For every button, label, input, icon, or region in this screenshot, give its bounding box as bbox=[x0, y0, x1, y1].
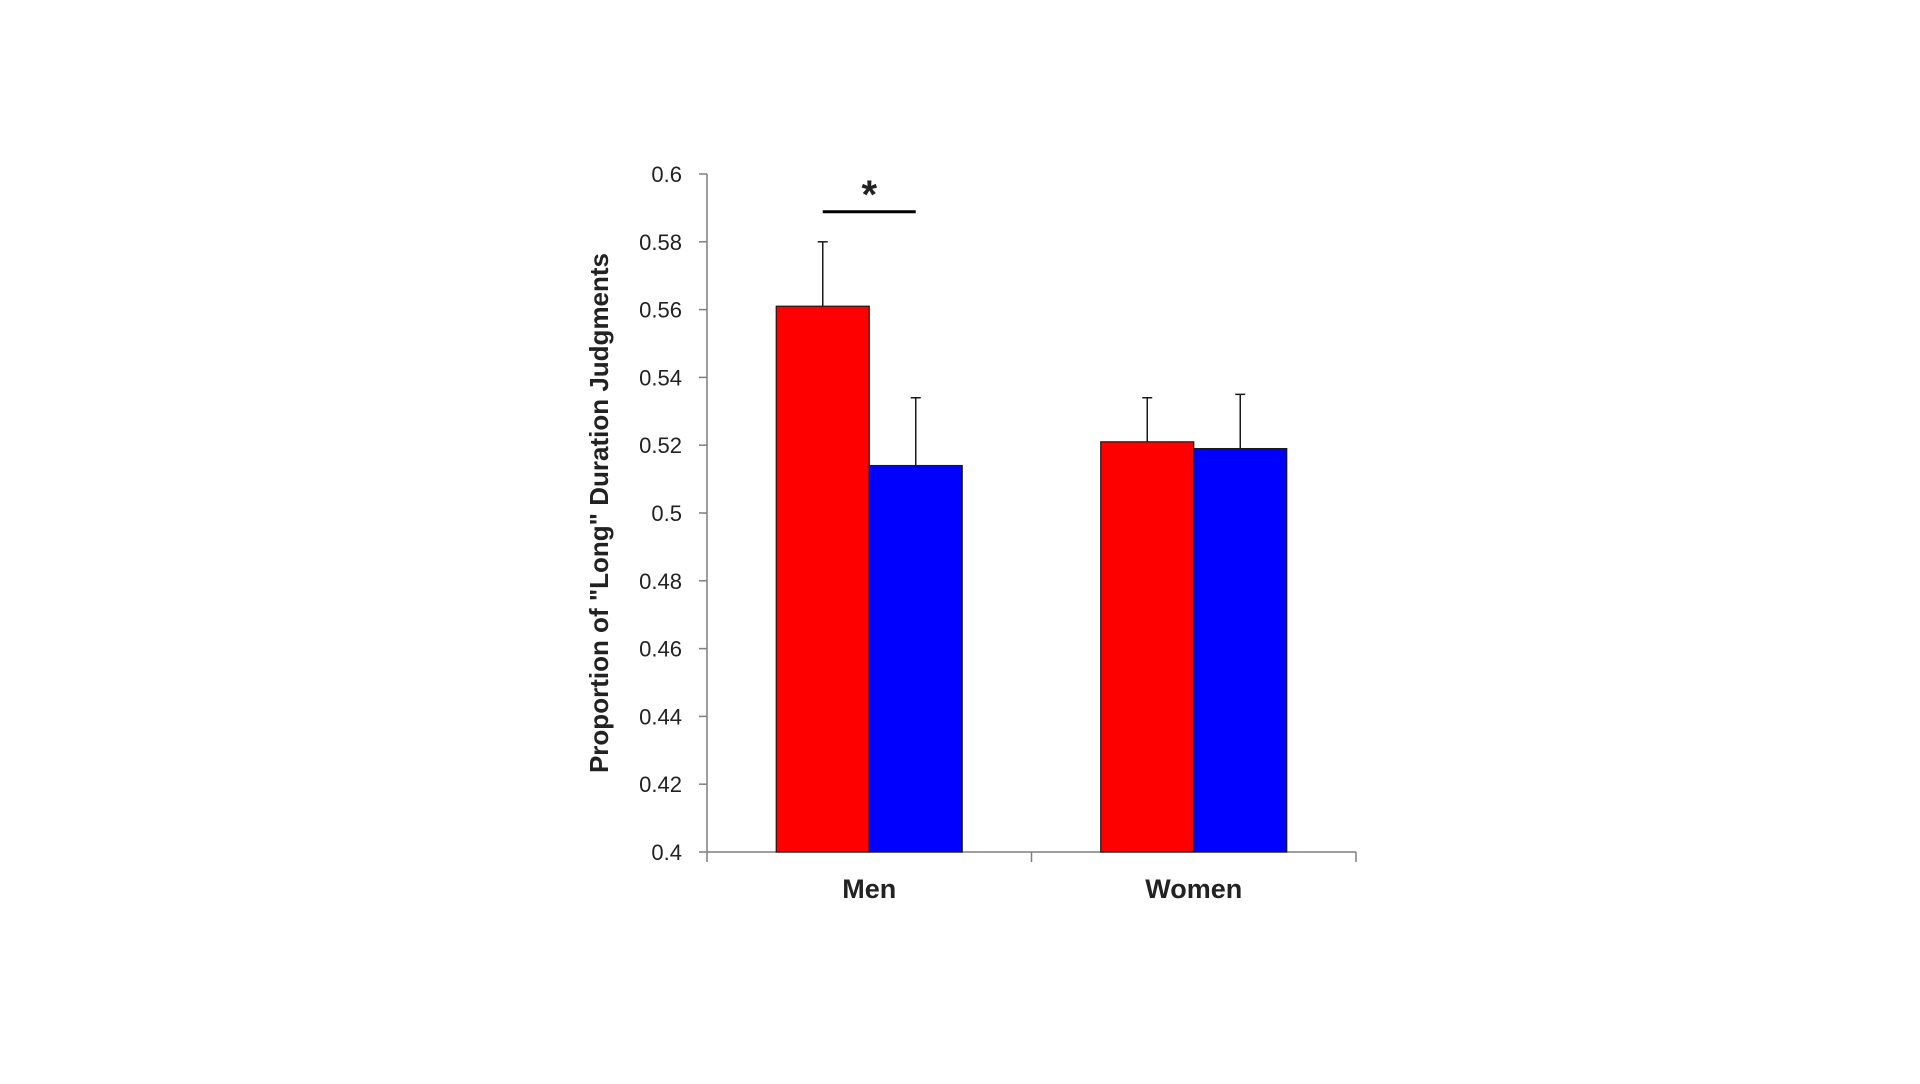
y-tick-label: 0.4 bbox=[651, 840, 682, 865]
chart-annotations: * bbox=[822, 173, 916, 217]
y-axis-title: Proportion of "Long" Duration Judgments bbox=[584, 253, 614, 773]
y-tick-label: 0.42 bbox=[639, 772, 682, 797]
y-tick-label: 0.6 bbox=[651, 162, 682, 187]
y-tick-label: 0.48 bbox=[639, 569, 682, 594]
bar bbox=[1193, 447, 1288, 853]
x-category-label: Men bbox=[842, 874, 896, 904]
chart-bars bbox=[775, 305, 1288, 853]
bar bbox=[868, 464, 963, 853]
y-tick-label: 0.44 bbox=[639, 704, 682, 729]
y-tick-label: 0.52 bbox=[639, 433, 682, 458]
y-tick-label: 0.54 bbox=[639, 365, 682, 390]
bar bbox=[775, 305, 870, 853]
y-tick-label: 0.56 bbox=[639, 298, 682, 323]
bar bbox=[1100, 441, 1195, 853]
significance-marker: * bbox=[861, 173, 877, 217]
y-tick-label: 0.5 bbox=[651, 501, 682, 526]
chart-error-bars bbox=[817, 241, 1246, 466]
chart-axes: 0.4 0.42 0.44 0.46 0.48 0.5 0.52 0.54 0.56 0.58 0.… bbox=[639, 162, 1357, 904]
y-tick-label: 0.46 bbox=[639, 637, 682, 662]
x-category-label: Women bbox=[1145, 874, 1242, 904]
y-tick-label: 0.58 bbox=[639, 230, 682, 255]
